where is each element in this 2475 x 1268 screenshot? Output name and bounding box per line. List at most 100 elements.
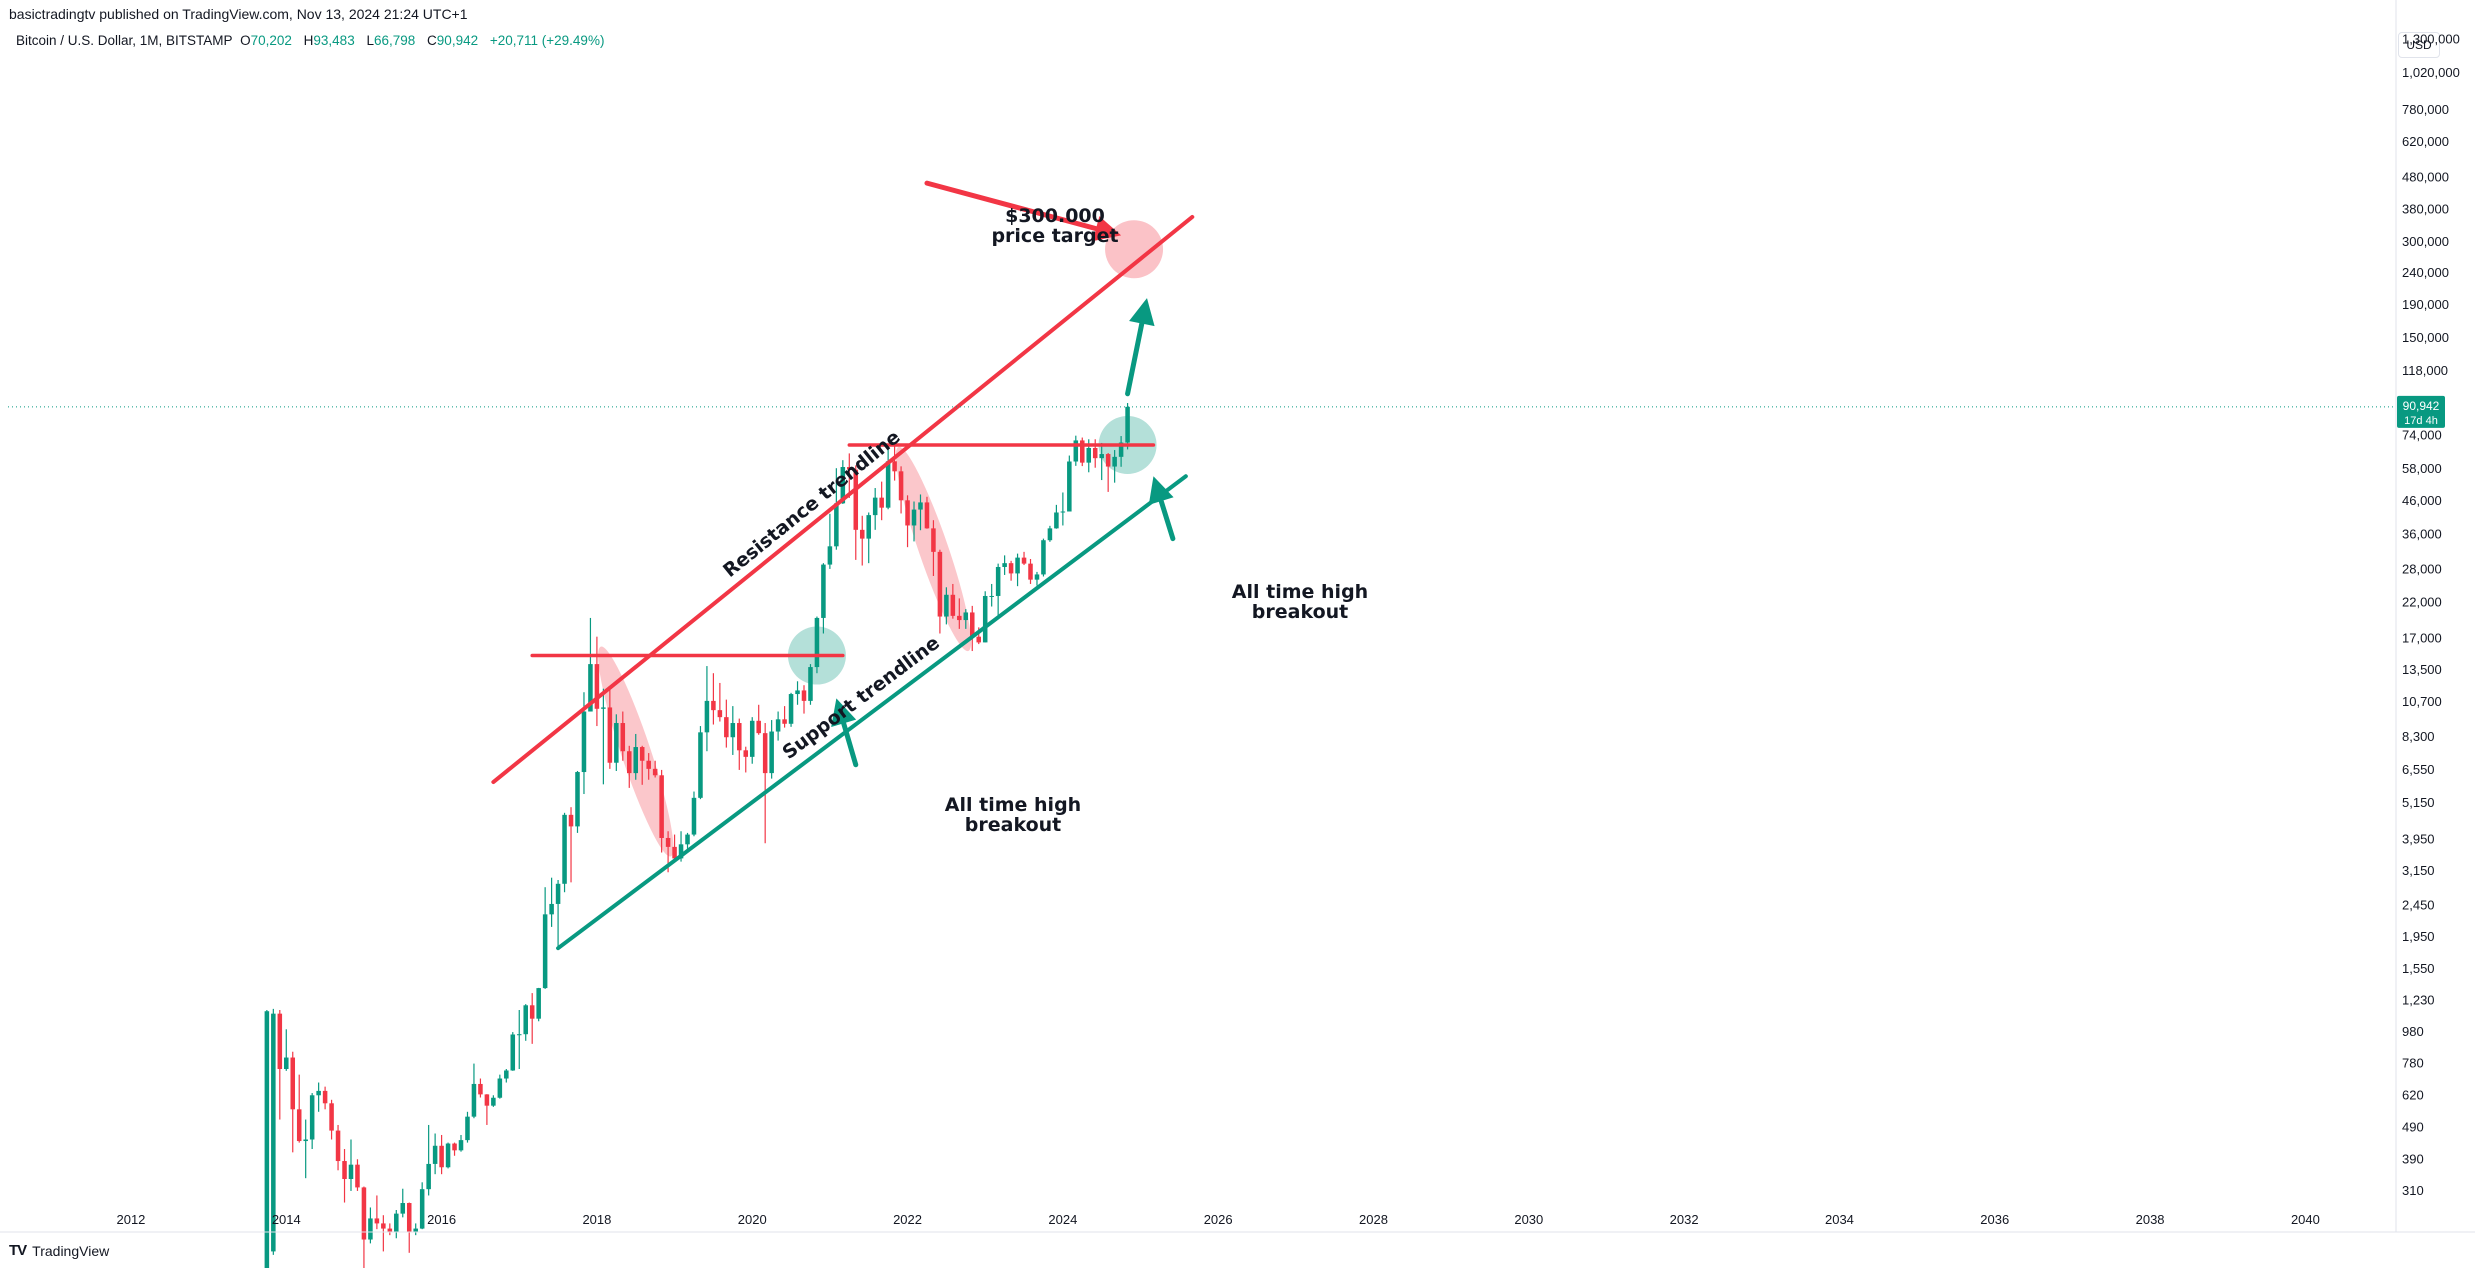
candle-body	[374, 1218, 380, 1224]
candle-body	[271, 1013, 276, 1252]
candle-body	[782, 719, 787, 724]
candle-body	[309, 1095, 315, 1140]
y-tick-label: 490	[2402, 1120, 2424, 1135]
y-tick-label: 1,550	[2402, 961, 2435, 976]
support-trendline	[556, 474, 1188, 951]
y-tick-label: 13,500	[2402, 662, 2442, 677]
candle-body	[982, 595, 988, 643]
candle-body	[542, 914, 548, 989]
candle-body	[918, 502, 923, 510]
candle-body	[756, 720, 761, 734]
candle-body	[536, 988, 541, 1019]
currency-button[interactable]: USD	[2398, 32, 2440, 58]
candle-body	[413, 1228, 418, 1233]
candle-body	[762, 733, 768, 774]
candle-body	[381, 1223, 386, 1229]
candle-body	[769, 731, 774, 774]
last-price-countdown: 17d 4h	[2404, 415, 2438, 427]
candle-body	[969, 612, 975, 637]
y-tick-label: 22,000	[2402, 595, 2442, 610]
candle-body	[801, 690, 807, 701]
candle-body	[303, 1139, 308, 1142]
candle-body	[594, 664, 600, 709]
candle-body	[478, 1083, 483, 1095]
y-tick-label: 300,000	[2402, 234, 2449, 249]
candle-body	[847, 467, 852, 470]
candle-body	[652, 768, 658, 776]
candle-body	[898, 471, 904, 501]
tradingview-logo[interactable]: TV TradingView	[9, 1242, 109, 1259]
candle-body	[491, 1097, 496, 1106]
candle-body	[944, 594, 949, 617]
y-tick-label: 620	[2402, 1087, 2424, 1102]
arrow-1-shaft	[924, 180, 1099, 232]
candle-body	[484, 1094, 490, 1106]
x-tick-label: 2038	[2136, 1212, 2165, 1227]
price-target-line-1: $300.000	[1005, 205, 1105, 227]
x-tick-label: 2036	[1980, 1212, 2009, 1227]
low-label: L	[366, 33, 374, 48]
candle-body	[516, 1034, 522, 1036]
x-tick-label: 2026	[1204, 1212, 1233, 1227]
x-tick-label: 2028	[1359, 1212, 1388, 1227]
y-tick-label: 8,300	[2402, 729, 2435, 744]
candle-body	[672, 846, 677, 859]
candle-body	[1112, 456, 1117, 467]
candle-body	[452, 1143, 457, 1151]
y-tick-label: 1,300,000	[2402, 32, 2460, 47]
x-tick-label: 2040	[2291, 1212, 2320, 1227]
y-tick-label: 780	[2402, 1056, 2424, 1071]
symbol-legend: Bitcoin / U.S. Dollar, 1M, BITSTAMP O70,…	[16, 33, 604, 48]
x-tick-label: 2032	[1670, 1212, 1699, 1227]
ath-breakout-1-line-2: breakout	[965, 814, 1061, 836]
y-tick-label: 480,000	[2402, 169, 2449, 184]
candle-body	[827, 546, 833, 565]
candle-body	[277, 1013, 283, 1070]
candle-body	[1118, 442, 1124, 457]
y-tick-label: 74,000	[2402, 427, 2442, 442]
candle-body	[361, 1187, 367, 1240]
candle-body	[678, 844, 684, 859]
candle-body	[1060, 511, 1066, 513]
change-value: +20,711 (+29.49%)	[489, 33, 605, 48]
y-tick-label: 240,000	[2402, 265, 2449, 280]
x-tick-label: 2018	[582, 1212, 611, 1227]
candle-body	[419, 1189, 425, 1229]
candle-body	[859, 529, 865, 539]
candle-body	[1073, 440, 1079, 462]
candle-body	[465, 1116, 470, 1141]
low-value: 66,798	[373, 33, 416, 48]
price-target-line-2: price target	[991, 225, 1118, 247]
candle-body	[562, 814, 567, 884]
candle-body	[329, 1103, 334, 1131]
candle-body	[290, 1057, 296, 1110]
candle-body	[737, 723, 742, 751]
candle-body	[743, 750, 749, 757]
candle-body	[892, 461, 897, 472]
candle-body	[840, 467, 846, 504]
y-tick-label: 3,150	[2402, 863, 2435, 878]
candle-body	[426, 1163, 431, 1190]
y-tick-label: 36,000	[2402, 527, 2442, 542]
candle-body	[1015, 557, 1020, 574]
y-tick-label: 1,020,000	[2402, 65, 2460, 80]
y-tick-label: 6,550	[2402, 762, 2435, 777]
symbol-name[interactable]: Bitcoin / U.S. Dollar, 1M, BITSTAMP	[16, 33, 233, 48]
candle-body	[866, 515, 871, 539]
candle-body	[685, 834, 690, 845]
candle-body	[355, 1164, 360, 1188]
candle-body	[976, 636, 981, 643]
candle-body	[607, 707, 613, 763]
candle-body	[924, 502, 930, 529]
candle-body	[581, 711, 587, 773]
x-tick-label: 2014	[272, 1212, 301, 1227]
candle-body	[601, 707, 606, 709]
candle-body	[717, 710, 723, 718]
candle-body	[911, 509, 917, 526]
ath-breakout-1-line-1: All time high	[945, 794, 1081, 816]
candle-body	[931, 528, 936, 552]
candle-body	[1054, 512, 1059, 529]
candle-body	[775, 719, 781, 732]
candle-body	[458, 1140, 464, 1151]
